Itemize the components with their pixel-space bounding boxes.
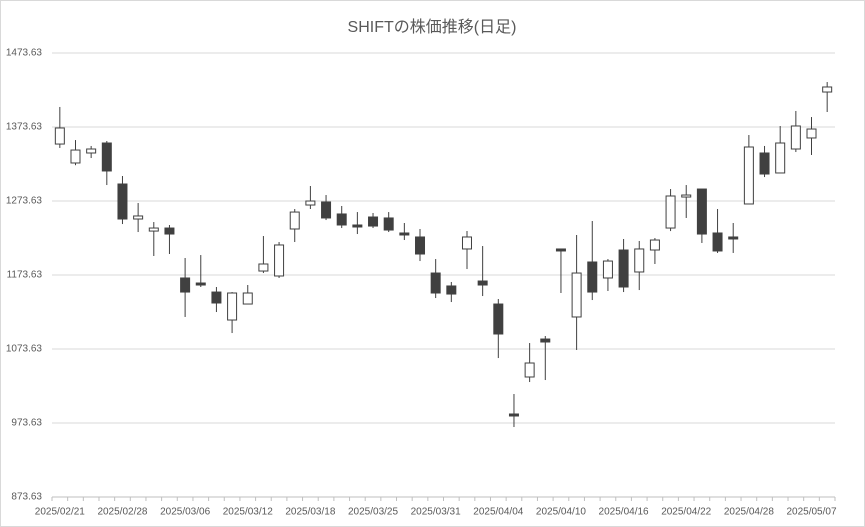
- candle-body: [759, 152, 770, 175]
- candle-body: [665, 195, 676, 229]
- candle-body: [806, 128, 817, 139]
- y-tick-label: 1273.63: [6, 196, 43, 207]
- candle-body: [602, 260, 613, 279]
- candle-body: [86, 148, 97, 154]
- candle-body: [461, 236, 472, 250]
- candle-body: [274, 244, 285, 277]
- candle-body: [508, 413, 519, 417]
- y-tick-label: 973.63: [11, 418, 42, 429]
- candle-body: [101, 142, 112, 172]
- candle-body: [493, 303, 504, 335]
- candle-body: [321, 201, 332, 219]
- y-tick-label: 1473.63: [6, 48, 43, 59]
- candle-body: [336, 213, 347, 226]
- candle-body: [555, 248, 566, 252]
- candle-body: [571, 272, 582, 318]
- candle-body: [540, 338, 551, 343]
- candle-body: [649, 239, 660, 251]
- candle-body: [822, 86, 833, 93]
- y-tick-label: 873.63: [11, 492, 42, 503]
- x-tick-label: 2025/05/07: [786, 507, 836, 518]
- x-tick-label: 2025/03/31: [411, 507, 461, 518]
- x-tick-label: 2025/02/21: [35, 507, 85, 518]
- candle-body: [587, 261, 598, 293]
- x-tick-label: 2025/02/28: [97, 507, 147, 518]
- candle-body: [681, 194, 692, 198]
- chart-title: SHIFTの株価推移(日足): [348, 18, 517, 36]
- candle-body: [54, 127, 65, 145]
- candle-body: [415, 236, 426, 255]
- candle-body: [368, 216, 379, 227]
- x-tick-label: 2025/04/22: [661, 507, 711, 518]
- candle-body: [133, 215, 144, 220]
- candle-body: [195, 282, 206, 286]
- y-tick-label: 1173.63: [7, 270, 43, 281]
- candle-body: [446, 285, 457, 295]
- candle-body: [211, 291, 222, 304]
- candle-body: [180, 277, 191, 293]
- candle-body: [728, 236, 739, 240]
- candle-body: [383, 217, 394, 231]
- candle-body: [258, 263, 269, 272]
- x-tick-label: 2025/04/16: [599, 507, 649, 518]
- x-tick-label: 2025/03/06: [160, 507, 210, 518]
- candle-body: [634, 248, 645, 273]
- y-tick-label: 1373.63: [6, 122, 43, 133]
- candle-body: [712, 232, 723, 252]
- x-tick-label: 2025/04/10: [536, 507, 586, 518]
- candle-body: [696, 188, 707, 235]
- candle-body: [164, 227, 175, 235]
- x-tick-label: 2025/03/18: [285, 507, 335, 518]
- candle-body: [524, 362, 535, 378]
- candle-body: [399, 232, 410, 236]
- candle-body: [790, 125, 801, 150]
- candle-body: [618, 249, 629, 288]
- candle-body: [242, 292, 253, 305]
- y-tick-label: 1073.63: [6, 344, 43, 355]
- candle-body: [70, 149, 81, 164]
- x-tick-label: 2025/04/04: [473, 507, 523, 518]
- candle-body: [305, 200, 316, 206]
- candle-body: [430, 272, 441, 294]
- x-tick-label: 2025/03/12: [223, 507, 273, 518]
- candle-body: [775, 142, 786, 174]
- candle-body: [289, 211, 300, 230]
- x-tick-label: 2025/04/28: [724, 507, 774, 518]
- candle-body: [148, 227, 159, 232]
- x-tick-label: 2025/03/25: [348, 507, 398, 518]
- candle-body: [227, 292, 238, 321]
- candle-body: [352, 224, 363, 228]
- candle-body: [117, 183, 128, 220]
- candle-body: [743, 146, 754, 205]
- candle-body: [477, 280, 488, 286]
